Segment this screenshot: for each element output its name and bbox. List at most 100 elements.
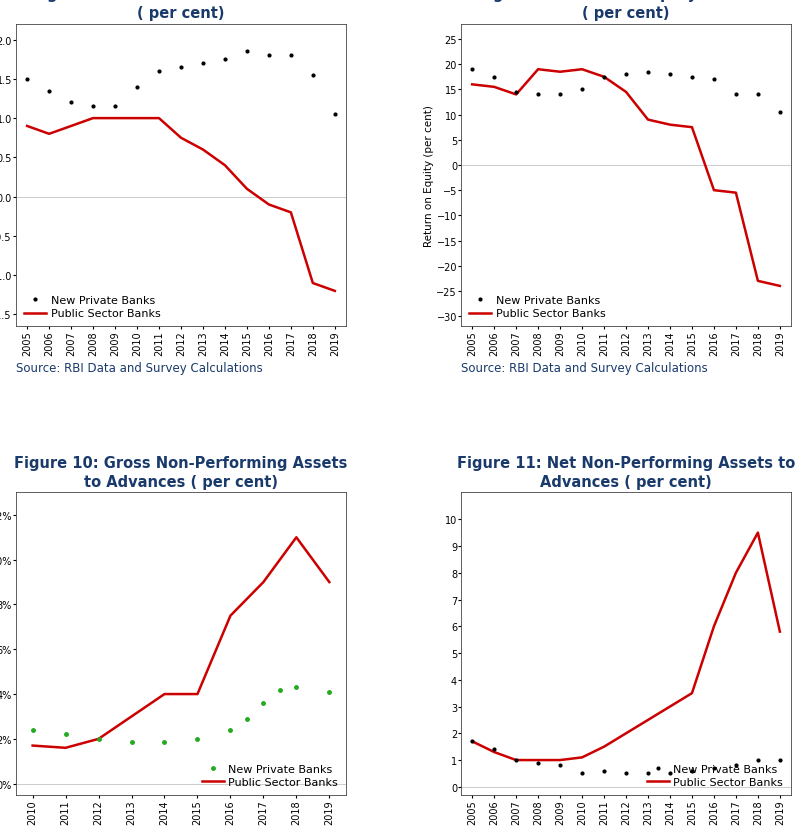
Public Sector Banks bbox=[127, 711, 136, 721]
New Private Banks bbox=[324, 687, 334, 697]
Public Sector Banks bbox=[709, 186, 719, 196]
Public Sector Banks bbox=[27, 741, 37, 751]
Public Sector Banks bbox=[132, 114, 142, 124]
New Private Banks bbox=[242, 714, 252, 724]
New Private Banks bbox=[512, 755, 521, 765]
Legend: New Private Banks, Public Sector Banks: New Private Banks, Public Sector Banks bbox=[466, 293, 608, 321]
Title: Figure 9: Return on Equity of Banks
( per cent): Figure 9: Return on Equity of Banks ( pe… bbox=[479, 0, 774, 21]
Line: Public Sector Banks: Public Sector Banks bbox=[32, 537, 329, 748]
Public Sector Banks bbox=[600, 73, 609, 83]
Line: New Private Banks: New Private Banks bbox=[470, 67, 783, 116]
New Private Banks bbox=[643, 768, 653, 778]
Public Sector Banks bbox=[226, 611, 236, 621]
New Private Banks bbox=[467, 65, 477, 75]
Public Sector Banks bbox=[665, 701, 675, 711]
Legend: New Private Banks, Public Sector Banks: New Private Banks, Public Sector Banks bbox=[22, 293, 162, 321]
Public Sector Banks bbox=[308, 279, 318, 289]
New Private Banks bbox=[600, 766, 609, 776]
Public Sector Banks bbox=[88, 114, 98, 124]
New Private Banks bbox=[555, 760, 565, 770]
New Private Banks bbox=[533, 90, 543, 100]
Public Sector Banks bbox=[66, 122, 76, 132]
Public Sector Banks bbox=[23, 122, 32, 132]
New Private Banks bbox=[555, 90, 565, 100]
Text: Source: RBI Data and Survey Calculations: Source: RBI Data and Survey Calculations bbox=[461, 362, 708, 374]
Legend: New Private Banks, Public Sector Banks: New Private Banks, Public Sector Banks bbox=[645, 762, 785, 789]
New Private Banks bbox=[258, 698, 268, 708]
Line: Public Sector Banks: Public Sector Banks bbox=[27, 119, 335, 291]
Title: Figure 11: Net Non-Performing Assets to
Advances ( per cent): Figure 11: Net Non-Performing Assets to … bbox=[457, 455, 795, 489]
New Private Banks bbox=[198, 59, 207, 69]
Public Sector Banks bbox=[467, 80, 477, 90]
Public Sector Banks bbox=[111, 114, 120, 124]
Public Sector Banks bbox=[258, 577, 268, 587]
New Private Banks bbox=[687, 766, 696, 776]
Title: Figure 8: Return on Assets of Banks
( per cent): Figure 8: Return on Assets of Banks ( pe… bbox=[32, 0, 330, 21]
New Private Banks bbox=[643, 68, 653, 78]
New Private Banks bbox=[467, 736, 477, 746]
Title: Figure 10: Gross Non-Performing Assets
to Advances ( per cent): Figure 10: Gross Non-Performing Assets t… bbox=[15, 455, 348, 489]
Public Sector Banks bbox=[753, 277, 763, 286]
Public Sector Banks bbox=[687, 688, 696, 698]
New Private Banks bbox=[286, 51, 295, 61]
Public Sector Banks bbox=[775, 627, 784, 637]
Public Sector Banks bbox=[198, 146, 207, 156]
Public Sector Banks bbox=[555, 755, 565, 765]
New Private Banks bbox=[176, 63, 186, 73]
New Private Banks bbox=[94, 734, 103, 744]
Public Sector Banks bbox=[154, 114, 164, 124]
New Private Banks bbox=[264, 51, 274, 61]
New Private Banks bbox=[308, 71, 318, 81]
Public Sector Banks bbox=[709, 622, 719, 632]
Public Sector Banks bbox=[61, 743, 70, 753]
Public Sector Banks bbox=[731, 568, 741, 578]
Public Sector Banks bbox=[643, 115, 653, 125]
Public Sector Banks bbox=[94, 734, 103, 744]
New Private Banks bbox=[600, 73, 609, 83]
Public Sector Banks bbox=[330, 286, 340, 296]
New Private Banks bbox=[512, 88, 521, 98]
Public Sector Banks bbox=[533, 65, 543, 75]
Public Sector Banks bbox=[643, 715, 653, 725]
New Private Banks bbox=[489, 73, 499, 83]
New Private Banks bbox=[111, 102, 120, 112]
New Private Banks bbox=[731, 90, 741, 100]
New Private Banks bbox=[61, 729, 70, 739]
Public Sector Banks bbox=[621, 729, 631, 739]
Public Sector Banks bbox=[512, 90, 521, 100]
New Private Banks bbox=[291, 682, 301, 692]
Public Sector Banks bbox=[665, 121, 675, 131]
Public Sector Banks bbox=[555, 68, 565, 78]
New Private Banks bbox=[193, 734, 203, 744]
New Private Banks bbox=[665, 70, 675, 80]
Public Sector Banks bbox=[731, 189, 741, 199]
Public Sector Banks bbox=[291, 532, 301, 542]
Public Sector Banks bbox=[489, 83, 499, 93]
New Private Banks bbox=[775, 108, 784, 118]
New Private Banks bbox=[220, 55, 230, 65]
Line: New Private Banks: New Private Banks bbox=[29, 684, 332, 746]
New Private Banks bbox=[621, 768, 631, 778]
New Private Banks bbox=[577, 768, 587, 778]
Public Sector Banks bbox=[160, 689, 169, 699]
Public Sector Banks bbox=[286, 208, 295, 218]
New Private Banks bbox=[27, 725, 37, 735]
New Private Banks bbox=[709, 763, 719, 773]
New Private Banks bbox=[154, 67, 164, 77]
New Private Banks bbox=[489, 744, 499, 754]
Public Sector Banks bbox=[577, 753, 587, 763]
Line: New Private Banks: New Private Banks bbox=[24, 50, 337, 118]
Public Sector Banks bbox=[489, 747, 499, 757]
Public Sector Banks bbox=[44, 130, 54, 140]
New Private Banks bbox=[621, 70, 631, 80]
Public Sector Banks bbox=[621, 88, 631, 98]
New Private Banks bbox=[160, 738, 169, 748]
New Private Banks bbox=[132, 83, 142, 93]
New Private Banks bbox=[88, 102, 98, 112]
New Private Banks bbox=[753, 755, 763, 765]
New Private Banks bbox=[753, 90, 763, 100]
New Private Banks bbox=[330, 110, 340, 120]
New Private Banks bbox=[533, 758, 543, 768]
Public Sector Banks bbox=[577, 65, 587, 75]
New Private Banks bbox=[731, 760, 741, 770]
